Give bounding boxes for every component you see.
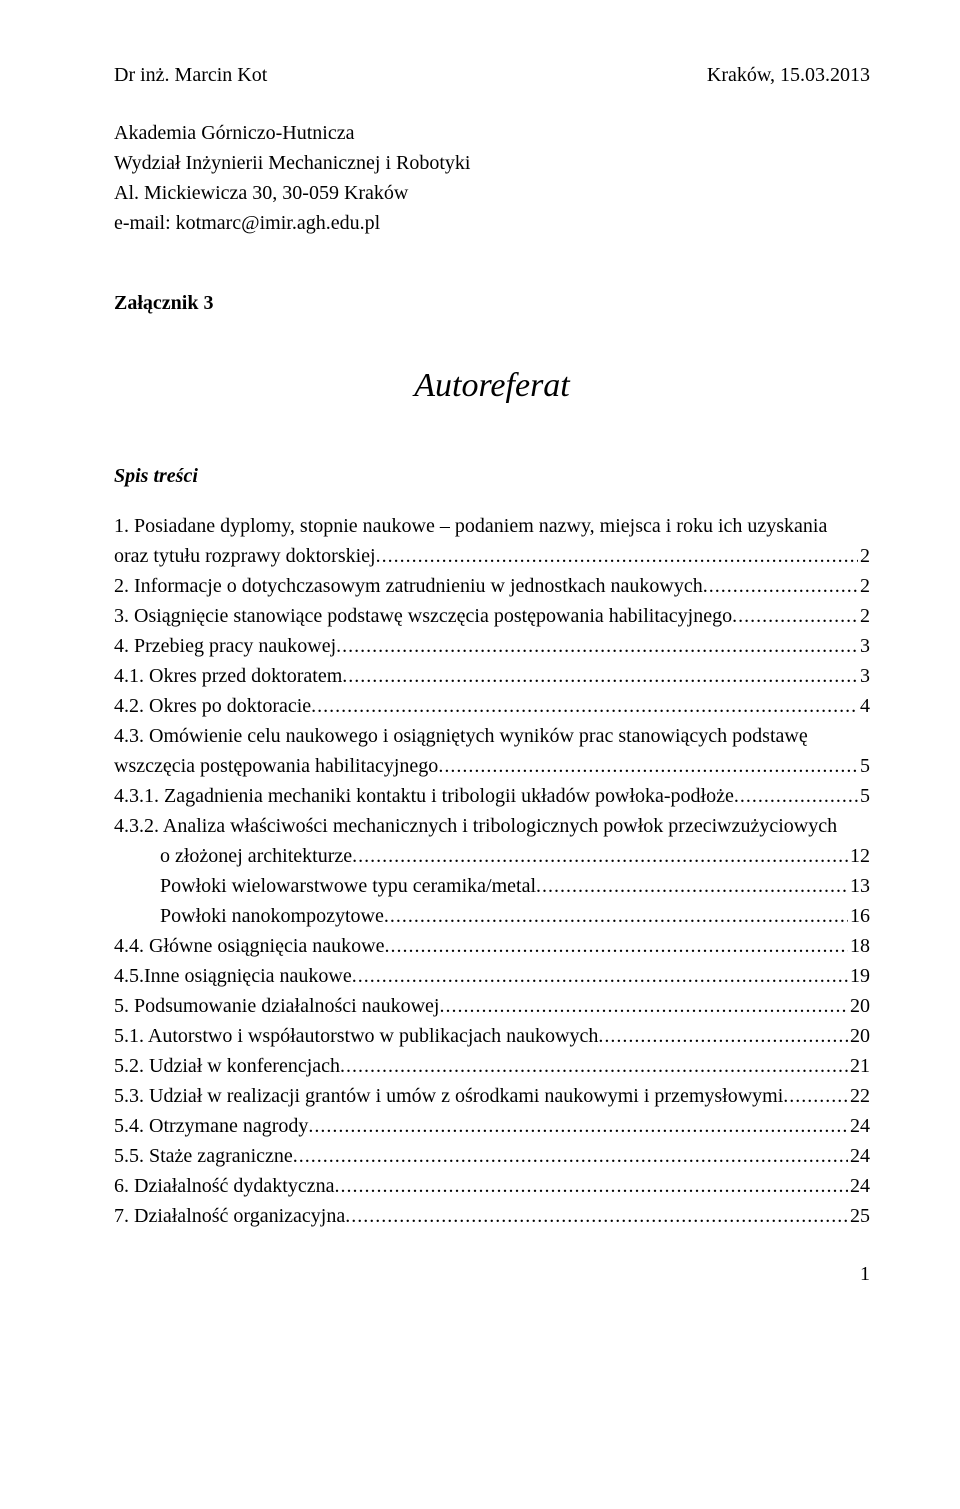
leader-dots: [293, 1145, 848, 1171]
toc-page: 20: [848, 991, 870, 1021]
toc-label: 5.4. Otrzymane nagrody: [114, 1111, 308, 1141]
toc-label: 4.2. Okres po doktoracie: [114, 691, 311, 721]
toc-page: 16: [848, 901, 870, 931]
toc-label: 4.3.1. Zagadnienia mechaniki kontaktu i …: [114, 781, 734, 811]
toc-page: 18: [848, 931, 870, 961]
toc-entry: 6. Działalność dydaktyczna 24: [114, 1171, 870, 1201]
leader-dots: [598, 1025, 848, 1051]
toc-entry: 7. Działalność organizacyjna 25: [114, 1201, 870, 1231]
toc-page: 22: [848, 1081, 870, 1111]
leader-dots: [384, 905, 848, 931]
toc-page: 24: [848, 1171, 870, 1201]
toc-label: 5. Podsumowanie działalności naukowej: [114, 991, 440, 1021]
toc-entry: 5.3. Udział w realizacji grantów i umów …: [114, 1081, 870, 1111]
toc-label: 5.3. Udział w realizacji grantów i umów …: [114, 1081, 783, 1111]
toc-entry: 4.3.2. Analiza właściwości mechanicznych…: [114, 811, 870, 871]
toc-page: 24: [848, 1141, 870, 1171]
leader-dots: [732, 605, 858, 631]
leader-dots: [440, 995, 849, 1021]
leader-dots: [345, 1205, 848, 1231]
toc-label: 1. Posiadane dyplomy, stopnie naukowe – …: [114, 511, 870, 541]
leader-dots: [352, 965, 848, 991]
toc-page: 2: [858, 541, 870, 571]
toc-label: 4.3. Omówienie celu naukowego i osiągnię…: [114, 721, 870, 751]
toc-label: 4. Przebieg pracy naukowej: [114, 631, 336, 661]
address-block: Akademia Górniczo-Hutnicza Wydział Inżyn…: [114, 118, 870, 238]
leader-dots: [336, 635, 858, 661]
table-of-contents: 1. Posiadane dyplomy, stopnie naukowe – …: [114, 511, 870, 1231]
toc-entry: 5.4. Otrzymane nagrody 24: [114, 1111, 870, 1141]
toc-page: 3: [858, 661, 870, 691]
toc-label: 4.4. Główne osiągnięcia naukowe: [114, 931, 384, 961]
toc-entry: 1. Posiadane dyplomy, stopnie naukowe – …: [114, 511, 870, 571]
toc-page: 20: [848, 1021, 870, 1051]
toc-label: Powłoki wielowarstwowe typu ceramika/met…: [160, 871, 536, 901]
toc-entry: 4.3.1. Zagadnienia mechaniki kontaktu i …: [114, 781, 870, 811]
toc-page: 5: [858, 781, 870, 811]
author-name: Dr inż. Marcin Kot: [114, 60, 267, 90]
toc-label: 5.1. Autorstwo i współautorstwo w publik…: [114, 1021, 598, 1051]
toc-entry: 5.1. Autorstwo i współautorstwo w publik…: [114, 1021, 870, 1051]
leader-dots: [342, 665, 858, 691]
toc-page: 4: [858, 691, 870, 721]
toc-label: 4.1. Okres przed doktoratem: [114, 661, 342, 691]
leader-dots: [352, 845, 848, 871]
address-line: e-mail: kotmarc@imir.agh.edu.pl: [114, 208, 870, 238]
toc-entry: 4. Przebieg pracy naukowej 3: [114, 631, 870, 661]
toc-label: 4.5.Inne osiągnięcia naukowe: [114, 961, 352, 991]
toc-page: 3: [858, 631, 870, 661]
toc-entry: 2. Informacje o dotychczasowym zatrudnie…: [114, 571, 870, 601]
toc-label: 6. Działalność dydaktyczna: [114, 1171, 334, 1201]
toc-entry: Powłoki nanokompozytowe 16: [114, 901, 870, 931]
toc-page: 13: [848, 871, 870, 901]
toc-label: 4.3.2. Analiza właściwości mechanicznych…: [114, 811, 870, 841]
toc-page: 19: [848, 961, 870, 991]
toc-page: 5: [858, 751, 870, 781]
toc-entry: 4.5.Inne osiągnięcia naukowe 19: [114, 961, 870, 991]
toc-heading: Spis treści: [114, 461, 870, 491]
leader-dots: [334, 1175, 848, 1201]
leader-dots: [384, 935, 848, 961]
leader-dots: [783, 1085, 848, 1111]
address-line: Wydział Inżynierii Mechanicznej i Roboty…: [114, 148, 870, 178]
toc-entry: 4.1. Okres przed doktoratem 3: [114, 661, 870, 691]
toc-page: 2: [858, 601, 870, 631]
toc-label-tail: o złożonej architekturze: [160, 841, 352, 871]
toc-page: 24: [848, 1111, 870, 1141]
toc-label: Powłoki nanokompozytowe: [160, 901, 384, 931]
document-title: Autoreferat: [114, 360, 870, 411]
toc-page: 21: [848, 1051, 870, 1081]
toc-label: 2. Informacje o dotychczasowym zatrudnie…: [114, 571, 703, 601]
toc-entry: 4.2. Okres po doktoracie 4: [114, 691, 870, 721]
toc-entry: Powłoki wielowarstwowe typu ceramika/met…: [114, 871, 870, 901]
toc-label: 7. Działalność organizacyjna: [114, 1201, 345, 1231]
attachment-label: Załącznik 3: [114, 288, 870, 318]
toc-entry: 4.4. Główne osiągnięcia naukowe 18: [114, 931, 870, 961]
toc-entry: 5. Podsumowanie działalności naukowej 20: [114, 991, 870, 1021]
toc-page: 2: [858, 571, 870, 601]
place-date: Kraków, 15.03.2013: [707, 60, 870, 90]
leader-dots: [438, 755, 858, 781]
toc-label-tail: oraz tytułu rozprawy doktorskiej: [114, 541, 376, 571]
toc-entry: 5.5. Staże zagraniczne 24: [114, 1141, 870, 1171]
leader-dots: [376, 545, 858, 571]
address-line: Akademia Górniczo-Hutnicza: [114, 118, 870, 148]
page-number: 1: [114, 1259, 870, 1289]
toc-label: 5.2. Udział w konferencjach: [114, 1051, 340, 1081]
leader-dots: [311, 695, 858, 721]
toc-page: 25: [848, 1201, 870, 1231]
leader-dots: [308, 1115, 848, 1141]
leader-dots: [340, 1055, 848, 1081]
toc-label: 5.5. Staże zagraniczne: [114, 1141, 293, 1171]
leader-dots: [734, 785, 858, 811]
leader-dots: [703, 575, 858, 601]
toc-entry: 3. Osiągnięcie stanowiące podstawę wszcz…: [114, 601, 870, 631]
address-line: Al. Mickiewicza 30, 30-059 Kraków: [114, 178, 870, 208]
toc-label-tail: wszczęcia postępowania habilitacyjnego: [114, 751, 438, 781]
toc-entry: 5.2. Udział w konferencjach 21: [114, 1051, 870, 1081]
leader-dots: [536, 875, 848, 901]
toc-entry: 4.3. Omówienie celu naukowego i osiągnię…: [114, 721, 870, 781]
toc-page: 12: [848, 841, 870, 871]
toc-label: 3. Osiągnięcie stanowiące podstawę wszcz…: [114, 601, 732, 631]
